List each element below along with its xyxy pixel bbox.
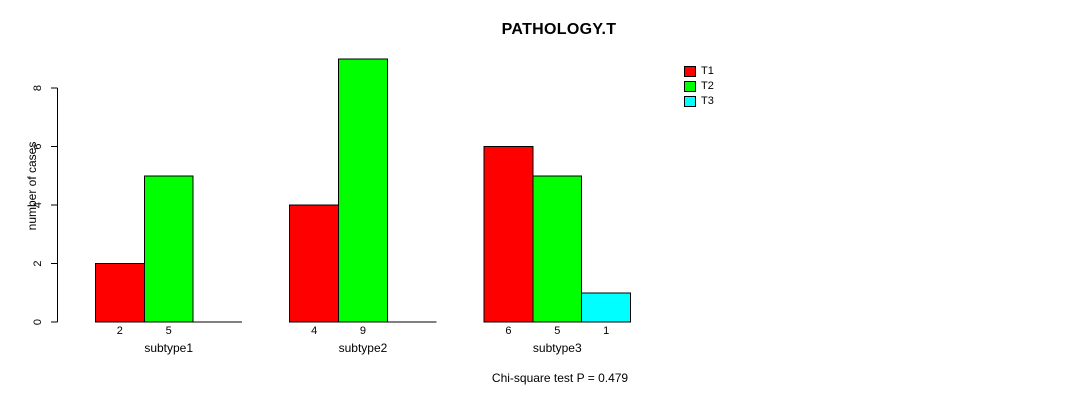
bar-t1-subtype3 — [483, 146, 534, 323]
legend: T1 T2 T3 — [684, 66, 714, 107]
bar-value-labels: 2 5 4 9 6 5 1 — [117, 325, 609, 337]
bar-t1-subtype1 — [94, 263, 145, 323]
y-tick-label: 0 — [32, 319, 44, 325]
bar-t1-subtype2 — [289, 204, 340, 323]
legend-swatch-t3-icon — [684, 96, 696, 107]
category-label-subtype1: subtype1 — [144, 341, 193, 355]
bar-value-label: 5 — [554, 325, 560, 337]
bar-t3-subtype3 — [581, 292, 632, 323]
y-axis: 0 2 4 6 8 — [32, 85, 58, 325]
legend-label-t3: T3 — [701, 95, 714, 107]
y-axis-title: number of cases — [25, 142, 39, 231]
legend-swatch-t2-icon — [684, 81, 696, 92]
category-labels: subtype1 subtype2 subtype3 — [144, 341, 582, 355]
bar-value-label: 6 — [505, 325, 511, 337]
bar-value-label: 2 — [117, 325, 123, 337]
legend-item-t1: T1 — [684, 66, 714, 77]
legend-item-t3: T3 — [684, 96, 714, 107]
bar-value-label: 5 — [166, 325, 172, 337]
bar-value-label: 4 — [311, 325, 317, 337]
bar-t2-subtype1 — [143, 175, 194, 323]
y-tick-label: 4 — [32, 202, 44, 208]
y-tick-label: 6 — [32, 143, 44, 149]
bar-value-label: 1 — [603, 325, 609, 337]
bar-t2-subtype3 — [532, 175, 583, 323]
legend-item-t2: T2 — [684, 81, 714, 92]
category-label-subtype3: subtype3 — [533, 341, 582, 355]
legend-swatch-t1-icon — [684, 66, 696, 77]
chart-title: PATHOLOGY.T — [501, 21, 617, 38]
legend-label-t1: T1 — [701, 65, 714, 77]
legend-label-t2: T2 — [701, 80, 714, 92]
y-tick-label: 2 — [32, 260, 44, 266]
chi-square-annotation: Chi-square test P = 0.479 — [491, 371, 629, 385]
category-label-subtype2: subtype2 — [339, 341, 388, 355]
bar-groups — [94, 58, 632, 323]
bar-t2-subtype2 — [338, 58, 388, 323]
y-tick-label: 8 — [32, 85, 44, 91]
bar-value-label: 9 — [360, 325, 366, 337]
